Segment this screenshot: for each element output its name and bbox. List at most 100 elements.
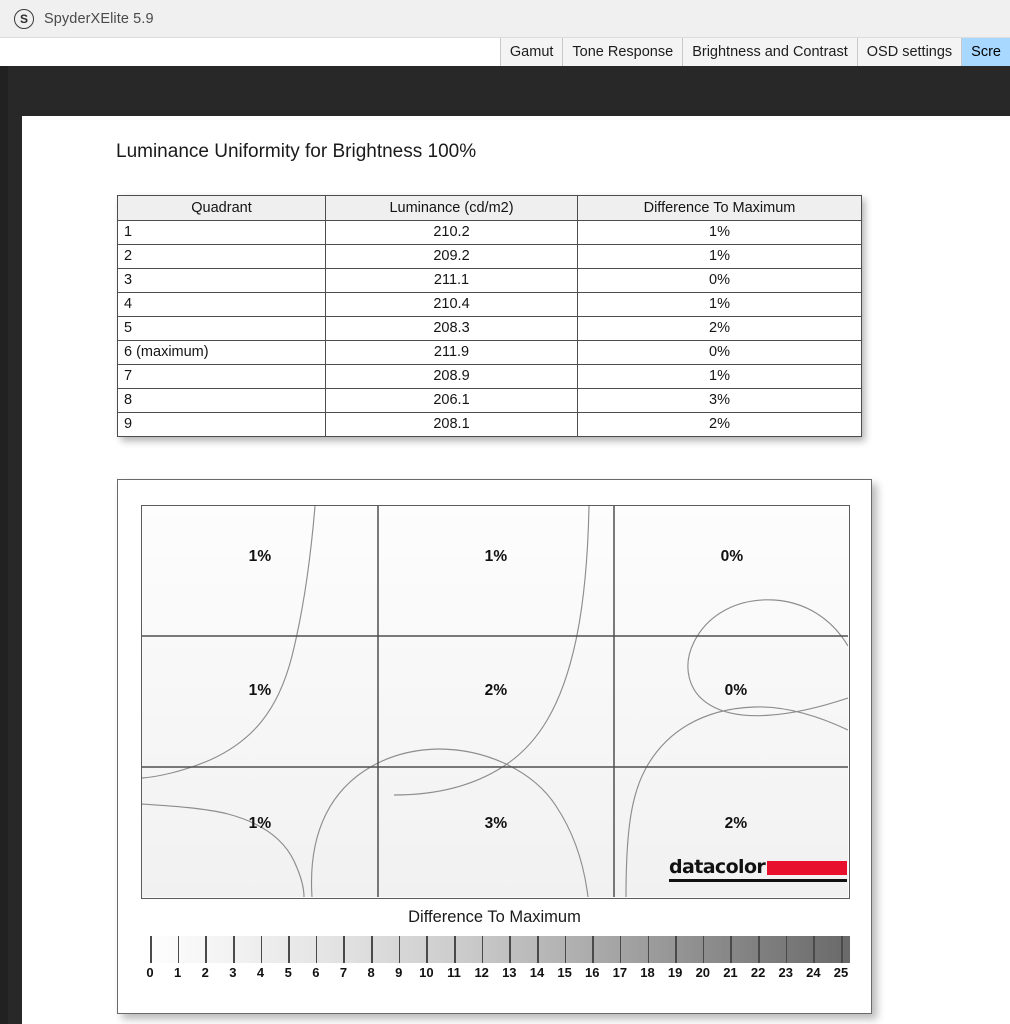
cell-quadrant-9: 9 [117,412,326,437]
legend-tick-label-6: 6 [312,965,320,980]
uniformity-map-card: 1% 1% 0% 1% 2% 0% 1% 3% 2% datacolor [117,479,872,1014]
legend-tick-5 [288,936,290,963]
contour-lines [142,506,848,897]
legend-tick-4 [260,936,263,963]
map-cell-4: 1% [248,682,272,699]
uniformity-table: Quadrant Luminance (cd/m2) Difference To… [117,195,862,437]
map-cell-9: 2% [724,815,748,832]
cell-quadrant-2: 2 [117,244,326,269]
legend-tick-17 [619,936,622,963]
legend-tick-label-3: 3 [229,965,237,980]
legend-tick-label-5: 5 [284,965,292,980]
datacolor-red-bar [767,860,847,875]
legend-tick-6 [315,936,318,963]
legend-tick-label-22: 22 [750,965,766,980]
legend-tick-24 [813,936,815,963]
cell-difference-1: 1% [577,220,862,245]
cell-difference-8: 3% [577,388,862,413]
table-row: 4 210.4 1% [117,292,862,317]
column-header-difference: Difference To Maximum [577,195,862,221]
cell-quadrant-1: 1 [117,220,326,245]
table-row: 6 (maximum) 211.9 0% [117,340,862,365]
legend-tick-2 [205,936,207,963]
legend-tick-12 [481,936,484,963]
datacolor-logo: datacolor [669,858,847,882]
legend-tick-16 [592,936,594,963]
map-cell-1: 1% [248,548,272,565]
table-row: 3 211.1 0% [117,268,862,293]
tab-screen-uniformity[interactable]: Scre [962,38,1010,66]
cell-difference-7: 1% [577,364,862,389]
datacolor-underline [669,879,847,882]
cell-luminance-6: 211.9 [325,340,578,365]
legend-tick-label-18: 18 [640,965,655,980]
legend-tick-label-24: 24 [806,965,821,980]
table-header-row: Quadrant Luminance (cd/m2) Difference To… [117,195,862,221]
cell-difference-4: 1% [577,292,862,317]
grid-dividers [142,506,848,897]
legend-tick-label-9: 9 [395,965,403,980]
cell-difference-9: 2% [577,412,862,437]
legend-tick-label-4: 4 [256,965,265,980]
map-cell-2: 1% [484,548,508,565]
legend-tick-label-14: 14 [529,965,545,980]
table-row: 1 210.2 1% [117,220,862,245]
uniformity-contour-plot [142,506,848,897]
cell-difference-6: 0% [577,340,862,365]
legend-tick-label-7: 7 [339,965,348,980]
legend-tick-label-16: 16 [585,965,600,980]
legend-tick-11 [454,936,456,963]
column-header-luminance: Luminance (cd/m2) [325,195,578,221]
legend-tick-3 [232,936,235,963]
window-title: SpyderXElite 5.9 [44,10,154,27]
tab-strip: Gamut Tone Response Brightness and Contr… [499,38,1010,66]
legend-tick-label-23: 23 [778,965,793,980]
legend-tick-marks [141,936,850,963]
cell-quadrant-7: 7 [117,364,326,389]
cell-luminance-9: 208.1 [325,412,578,437]
cell-difference-2: 1% [577,244,862,269]
legend-tick-label-25: 25 [833,965,849,980]
tab-brightness-and-contrast[interactable]: Brightness and Contrast [683,38,858,66]
legend-tick-label-0: 0 [146,965,154,980]
cell-difference-3: 0% [577,268,862,293]
legend-tick-label-17: 17 [612,965,628,980]
legend-tick-23 [785,936,788,963]
cell-difference-5: 2% [577,316,862,341]
legend-tick-14 [536,936,539,963]
legend-tick-labels: 0 1 2 3 4 5 6 7 8 9 10 11 12 13 14 15 16 17 18 19 20 21 22 23 24… [141,966,850,984]
cell-quadrant-3: 3 [117,268,326,293]
legend-tick-25 [841,936,843,963]
title-bar: S SpyderXElite 5.9 [0,0,1010,38]
map-cell-8: 3% [484,815,508,832]
table-row: 2 209.2 1% [117,244,862,269]
legend-tick-19 [675,936,677,963]
datacolor-wordmark: datacolor [669,856,766,879]
cell-quadrant-5: 5 [117,316,326,341]
cell-luminance-4: 210.4 [325,292,578,317]
tab-gamut[interactable]: Gamut [499,38,564,66]
tab-tone-response[interactable]: Tone Response [563,38,684,66]
legend-tick-label-13: 13 [502,965,517,980]
column-header-quadrant: Quadrant [117,195,326,221]
cell-luminance-2: 209.2 [325,244,578,269]
table-row: 7 208.9 1% [117,364,862,389]
map-cell-5: 2% [484,682,508,699]
legend-tick-20 [702,936,705,963]
report-title: Luminance Uniformity for Brightness 100% [116,141,477,162]
map-cell-7: 1% [248,815,272,832]
legend-tick-7 [343,936,346,963]
cell-luminance-3: 211.1 [325,268,578,293]
cell-luminance-7: 208.9 [325,364,578,389]
legend-tick-label-15: 15 [557,965,572,980]
legend-tick-8 [371,936,373,963]
map-cell-3: 0% [720,548,744,565]
legend-tick-18 [647,936,650,963]
table-row: 9 208.1 2% [117,412,862,437]
legend-tick-label-10: 10 [419,965,434,980]
cell-luminance-5: 208.3 [325,316,578,341]
legend-tick-10 [426,936,428,963]
cell-quadrant-6: 6 (maximum) [117,340,326,365]
tab-osd-settings[interactable]: OSD settings [857,38,963,66]
